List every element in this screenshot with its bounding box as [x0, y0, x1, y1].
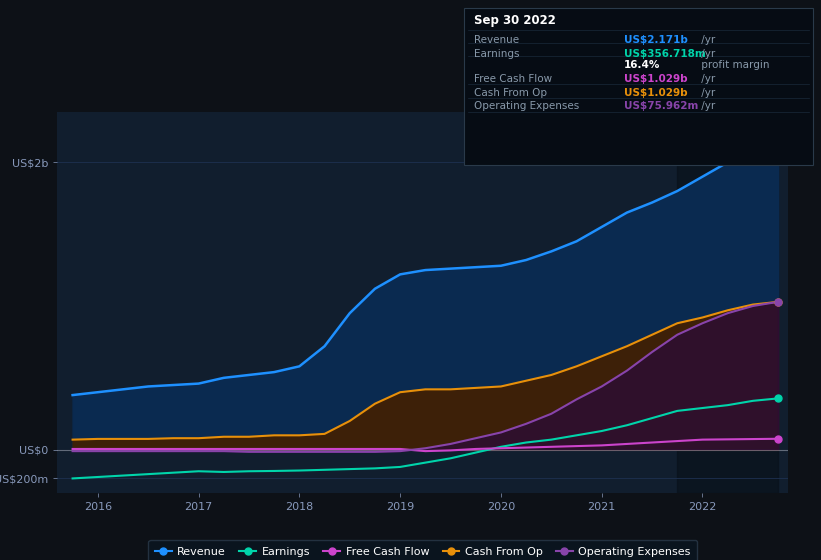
Text: /yr: /yr	[698, 35, 715, 45]
Text: Cash From Op: Cash From Op	[474, 88, 547, 98]
Text: Sep 30 2022: Sep 30 2022	[474, 14, 556, 27]
Text: /yr: /yr	[698, 74, 715, 85]
Text: /yr: /yr	[698, 88, 715, 98]
Text: 16.4%: 16.4%	[624, 60, 660, 71]
Bar	[677, 112, 778, 493]
Legend: Revenue, Earnings, Free Cash Flow, Cash From Op, Operating Expenses: Revenue, Earnings, Free Cash Flow, Cash …	[149, 540, 697, 560]
Text: US$2.171b: US$2.171b	[624, 35, 688, 45]
Text: /yr: /yr	[698, 101, 715, 111]
Text: Free Cash Flow: Free Cash Flow	[474, 74, 552, 85]
Text: US$75.962m: US$75.962m	[624, 101, 699, 111]
Text: US$1.029b: US$1.029b	[624, 88, 687, 98]
Text: US$356.718m: US$356.718m	[624, 49, 706, 59]
Text: /yr: /yr	[698, 49, 715, 59]
Text: Revenue: Revenue	[474, 35, 519, 45]
Text: Operating Expenses: Operating Expenses	[474, 101, 579, 111]
Text: US$1.029b: US$1.029b	[624, 74, 687, 85]
Text: profit margin: profit margin	[698, 60, 769, 71]
Text: Earnings: Earnings	[474, 49, 519, 59]
